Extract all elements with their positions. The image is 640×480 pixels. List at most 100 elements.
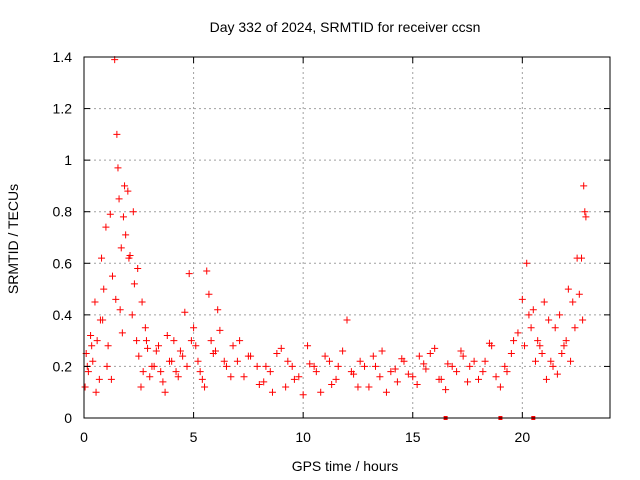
data-point <box>567 357 575 365</box>
data-point <box>556 311 564 319</box>
data-point <box>459 352 467 360</box>
data-point <box>371 362 379 370</box>
data-point <box>129 208 137 216</box>
data-point <box>571 324 579 332</box>
data-point <box>510 337 518 345</box>
data-point <box>534 337 542 345</box>
data-point <box>266 368 274 376</box>
data-point <box>527 324 535 332</box>
data-point <box>176 347 184 355</box>
y-tick-label: 0.6 <box>53 255 73 271</box>
data-point <box>492 373 500 381</box>
data-point <box>236 337 244 345</box>
data-point <box>560 342 568 350</box>
y-tick-label: 1.4 <box>53 49 73 65</box>
data-point <box>87 331 95 339</box>
data-point <box>119 213 127 221</box>
data-point <box>114 164 122 172</box>
data-point <box>159 378 167 386</box>
data-point <box>573 254 581 262</box>
data-point <box>321 352 329 360</box>
data-point <box>99 316 107 324</box>
data-point <box>422 365 430 373</box>
data-point <box>183 362 191 370</box>
data-point <box>325 357 333 365</box>
data-point <box>137 383 145 391</box>
data-point <box>521 342 529 350</box>
data-point <box>564 285 572 293</box>
data-point <box>227 373 235 381</box>
points-layer <box>81 56 590 420</box>
data-point <box>481 357 489 365</box>
frame-layer <box>83 56 611 419</box>
data-point <box>579 316 587 324</box>
data-point <box>194 357 202 365</box>
data-point <box>174 373 182 381</box>
data-point <box>172 368 180 376</box>
data-point <box>91 298 99 306</box>
data-point <box>201 383 209 391</box>
data-point <box>514 329 522 337</box>
data-point <box>328 380 336 388</box>
data-point <box>413 380 421 388</box>
data-point <box>317 388 325 396</box>
data-point <box>185 270 193 278</box>
data-point <box>124 187 132 195</box>
data-point <box>121 182 129 190</box>
data-point <box>103 362 111 370</box>
data-point <box>146 373 154 381</box>
data-point <box>196 368 204 376</box>
data-point <box>581 208 589 216</box>
data-point <box>354 383 362 391</box>
data-point <box>464 378 472 386</box>
data-point <box>157 368 165 376</box>
data-point <box>107 375 115 383</box>
data-point <box>431 344 439 352</box>
data-point <box>339 347 347 355</box>
data-point <box>448 362 456 370</box>
data-point <box>155 342 163 350</box>
data-point <box>496 383 504 391</box>
data-point <box>404 370 412 378</box>
data-point <box>112 295 120 303</box>
data-point <box>95 375 103 383</box>
data-point <box>562 337 570 345</box>
data-point <box>229 342 237 350</box>
data-point <box>190 324 198 332</box>
data-point <box>312 368 320 376</box>
data-point <box>540 298 548 306</box>
data-point <box>260 378 268 386</box>
y-tick-label: 0.4 <box>53 307 73 323</box>
data-point <box>518 295 526 303</box>
data-point <box>409 373 417 381</box>
data-point <box>128 311 136 319</box>
data-point <box>306 360 314 368</box>
data-point <box>580 182 588 190</box>
data-point <box>387 368 395 376</box>
data-point <box>356 357 364 365</box>
data-point <box>475 375 482 383</box>
data-point <box>547 357 555 365</box>
data-point <box>220 357 228 365</box>
data-point <box>288 362 296 370</box>
data-point <box>334 362 342 370</box>
data-point <box>104 342 112 350</box>
data-point <box>273 350 281 358</box>
data-point <box>376 373 384 381</box>
data-point <box>106 210 114 218</box>
data-point <box>81 383 89 391</box>
data-point <box>282 383 290 391</box>
data-point <box>122 231 130 239</box>
data-point <box>466 362 474 370</box>
data-point <box>536 342 544 350</box>
data-point <box>453 368 461 376</box>
data-point <box>187 337 195 345</box>
data-point <box>457 347 465 355</box>
data-point <box>569 298 577 306</box>
data-point <box>152 347 160 355</box>
data-point <box>369 352 377 360</box>
data-point <box>179 352 187 360</box>
data-point <box>361 362 369 370</box>
data-point <box>538 350 546 358</box>
